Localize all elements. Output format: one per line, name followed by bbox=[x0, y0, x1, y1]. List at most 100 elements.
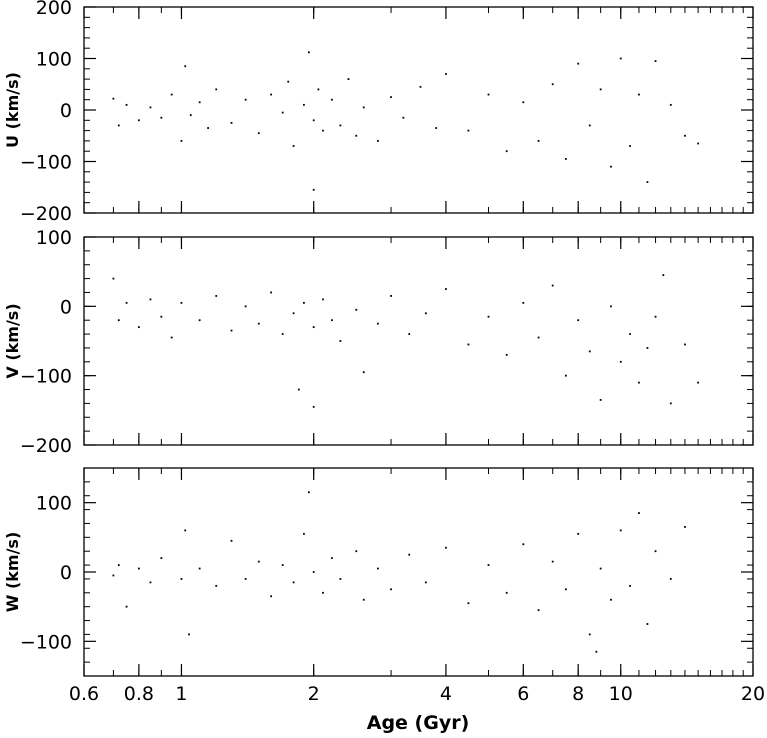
data-point bbox=[281, 564, 284, 566]
data-point bbox=[170, 336, 173, 339]
data-point bbox=[160, 315, 163, 318]
data-point bbox=[230, 539, 233, 542]
data-point bbox=[198, 567, 201, 570]
data-point bbox=[270, 595, 273, 598]
data-point bbox=[564, 374, 567, 377]
data-point bbox=[522, 301, 525, 304]
data-point bbox=[281, 111, 284, 114]
data-point bbox=[149, 581, 152, 584]
data-point bbox=[599, 567, 602, 570]
data-point bbox=[317, 88, 320, 91]
data-point bbox=[292, 312, 295, 315]
data-point bbox=[697, 381, 700, 384]
data-point bbox=[270, 93, 273, 96]
panel-w-frame bbox=[83, 467, 754, 677]
data-point bbox=[270, 291, 273, 294]
panel-w-points bbox=[112, 491, 686, 653]
panel-v: −200 −100 0 100 V (km/s) bbox=[3, 227, 754, 457]
data-point bbox=[355, 308, 358, 311]
panel-u-ylabel: U (km/s) bbox=[3, 72, 22, 148]
data-point bbox=[339, 578, 342, 580]
data-point bbox=[610, 305, 612, 308]
data-point bbox=[184, 65, 187, 68]
y-tick-label: 100 bbox=[36, 49, 72, 71]
data-point bbox=[435, 127, 438, 129]
data-point bbox=[376, 567, 379, 570]
data-point bbox=[467, 129, 470, 132]
data-point bbox=[330, 98, 333, 101]
data-point bbox=[669, 402, 672, 405]
data-point bbox=[402, 116, 405, 119]
panel-w-ylabel: W (km/s) bbox=[3, 532, 22, 613]
data-point bbox=[287, 80, 290, 83]
data-point bbox=[646, 623, 649, 625]
data-point bbox=[339, 340, 342, 342]
data-point bbox=[303, 532, 305, 535]
panel-v-xticks bbox=[83, 237, 754, 445]
data-point bbox=[619, 57, 622, 60]
panel-v-frame bbox=[83, 236, 754, 446]
data-point bbox=[339, 124, 342, 127]
data-point bbox=[257, 560, 260, 563]
x-tick-label: 1 bbox=[175, 683, 187, 705]
data-point bbox=[629, 584, 631, 587]
data-point bbox=[330, 557, 333, 560]
data-point bbox=[505, 591, 508, 594]
x-tick-labels: 0.6 0.8 1 2 4 6 8 10 20 bbox=[69, 683, 765, 705]
data-point bbox=[505, 353, 508, 356]
data-point bbox=[551, 560, 554, 563]
x-tick-label: 2 bbox=[308, 683, 320, 705]
panel-u-frame bbox=[83, 6, 754, 214]
data-point bbox=[297, 388, 300, 391]
y-tick-label: −100 bbox=[20, 366, 72, 388]
data-point bbox=[445, 73, 447, 75]
data-point bbox=[307, 491, 310, 494]
y-tick-label: 200 bbox=[36, 0, 72, 19]
data-point bbox=[577, 62, 580, 65]
data-point bbox=[112, 277, 115, 280]
data-point bbox=[467, 343, 470, 346]
data-point bbox=[610, 598, 612, 601]
data-point bbox=[599, 88, 602, 91]
y-tick-label: 0 bbox=[60, 562, 72, 584]
data-point bbox=[312, 188, 315, 191]
data-point bbox=[424, 581, 427, 584]
data-point bbox=[117, 564, 120, 566]
data-point bbox=[117, 319, 120, 322]
data-point bbox=[215, 88, 218, 91]
data-point bbox=[303, 301, 305, 304]
data-point bbox=[577, 319, 580, 322]
data-point bbox=[684, 343, 686, 346]
panel-w-xticks bbox=[83, 468, 754, 676]
data-point bbox=[654, 315, 657, 318]
data-point bbox=[390, 295, 392, 297]
data-point bbox=[180, 301, 183, 304]
panel-u-xticks bbox=[83, 7, 754, 213]
data-point bbox=[577, 532, 580, 535]
data-point bbox=[646, 181, 649, 183]
data-point bbox=[629, 333, 631, 335]
data-point bbox=[230, 121, 233, 124]
data-point bbox=[408, 333, 411, 335]
data-point bbox=[654, 60, 657, 62]
data-point bbox=[537, 609, 540, 612]
data-point bbox=[376, 140, 379, 142]
data-point bbox=[595, 650, 598, 653]
data-point bbox=[362, 106, 365, 109]
data-point bbox=[564, 588, 567, 591]
data-point bbox=[244, 98, 247, 101]
data-point bbox=[629, 145, 631, 147]
data-point bbox=[697, 142, 700, 145]
data-point bbox=[610, 165, 612, 168]
data-point bbox=[551, 83, 554, 86]
data-point bbox=[390, 588, 392, 591]
data-point bbox=[189, 114, 192, 117]
data-point bbox=[112, 574, 115, 577]
data-point bbox=[408, 553, 411, 556]
data-point bbox=[303, 103, 305, 106]
x-tick-label: 4 bbox=[440, 683, 452, 705]
data-point bbox=[588, 124, 591, 127]
y-tick-label: −200 bbox=[20, 435, 72, 457]
data-point bbox=[137, 326, 140, 329]
y-tick-label: 0 bbox=[60, 296, 72, 318]
